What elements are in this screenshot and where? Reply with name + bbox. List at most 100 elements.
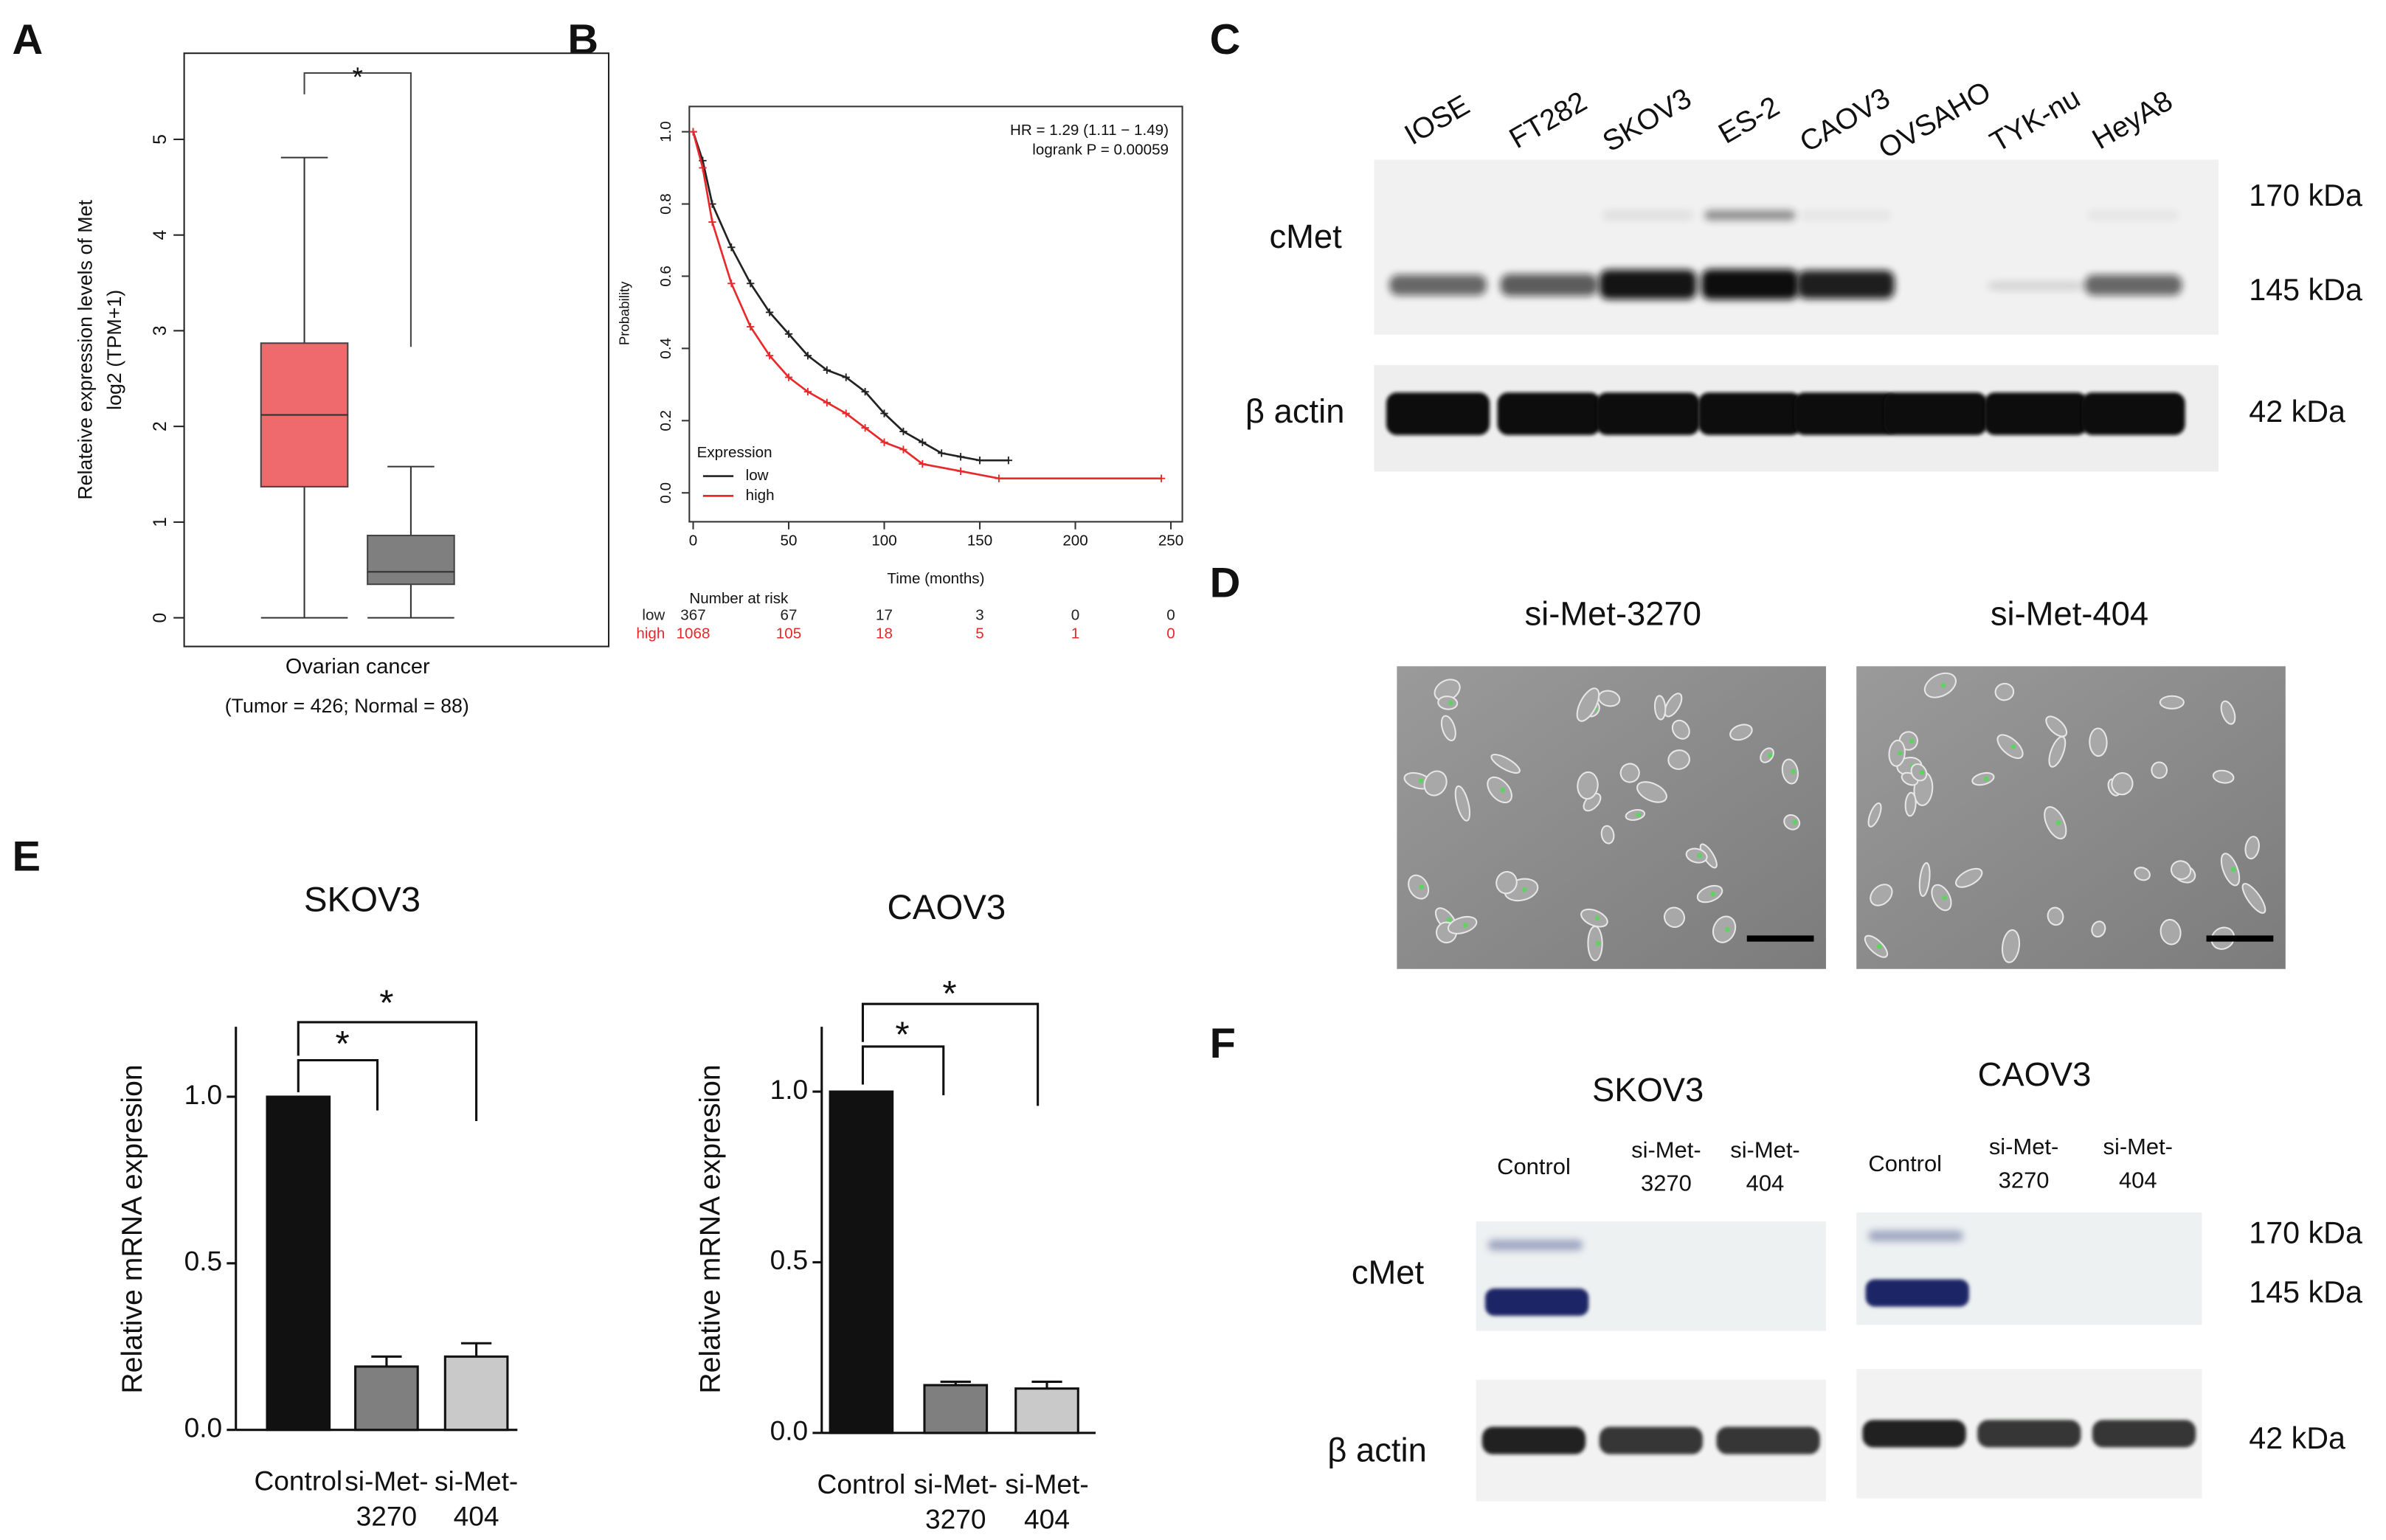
row-label: cMet xyxy=(1352,1253,1425,1291)
bar xyxy=(1014,1387,1079,1435)
censor-mark xyxy=(765,352,774,360)
fluorescent-dot xyxy=(1792,819,1798,825)
band xyxy=(1794,392,1898,435)
cell xyxy=(2151,761,2168,779)
x-tick-label: si-Met-3270 xyxy=(914,1468,997,1534)
cell xyxy=(1437,696,1459,710)
image-title: si-Met-404 xyxy=(1991,594,2148,632)
y-tick-label: 0.5 xyxy=(184,1246,223,1277)
band xyxy=(1389,274,1487,296)
x-tick-label: Control xyxy=(254,1466,342,1496)
cell xyxy=(1600,825,1615,844)
band xyxy=(1698,392,1802,435)
censor-mark xyxy=(823,366,831,374)
cell xyxy=(1712,915,1737,943)
y-tick-label: 0.0 xyxy=(770,1415,809,1446)
risk-count: 0 xyxy=(1071,607,1079,624)
lane-label: si-Met-404 xyxy=(1730,1137,1799,1196)
y-tick-label: 0.5 xyxy=(770,1244,809,1275)
censor-mark xyxy=(975,457,984,465)
significance: * xyxy=(379,982,393,1023)
band xyxy=(1984,392,2088,435)
fluorescent-dot xyxy=(1919,769,1925,775)
legend-label: high xyxy=(746,487,775,504)
cell-line-title: CAOV3 xyxy=(1978,1055,2092,1093)
cell xyxy=(1888,739,1906,767)
band xyxy=(2092,1420,2196,1448)
y-axis-label: Probability xyxy=(617,281,632,345)
error-bar xyxy=(1031,1380,1062,1389)
cell xyxy=(1619,763,1640,783)
band xyxy=(1484,1288,1589,1316)
plot-frame xyxy=(688,105,1183,523)
cell xyxy=(1454,785,1471,822)
marker-label: 145 kDa xyxy=(2249,1275,2362,1309)
risk-count: 0 xyxy=(1166,607,1175,624)
risk-count: 18 xyxy=(876,625,893,642)
cell xyxy=(2044,806,2067,840)
significance: * xyxy=(353,61,363,92)
band xyxy=(1596,392,1700,435)
y-tick-label: 1 xyxy=(151,517,170,527)
risk-count: 67 xyxy=(781,607,798,624)
censor-mark xyxy=(880,438,888,446)
cell xyxy=(1783,814,1801,830)
row-label: β actin xyxy=(1327,1432,1427,1469)
x-tick-label: 150 xyxy=(967,533,992,549)
censor-mark xyxy=(956,467,965,476)
fluorescent-dot xyxy=(1500,787,1506,793)
cell xyxy=(2045,715,2068,738)
censor-mark xyxy=(938,449,946,457)
band xyxy=(1977,1420,2081,1448)
censor-mark xyxy=(784,373,793,381)
y-tick-label: 1.0 xyxy=(770,1074,809,1105)
fluorescent-dot xyxy=(2010,743,2016,749)
risk-count: 5 xyxy=(975,625,983,642)
bar xyxy=(443,1355,509,1432)
band xyxy=(2081,392,2185,435)
band xyxy=(1865,1279,1969,1307)
y-tick-label: 0.0 xyxy=(657,482,674,504)
chart-title: CAOV3 xyxy=(887,888,1006,927)
marker-label: 170 kDa xyxy=(2249,1216,2362,1250)
blot-membrane xyxy=(1374,159,2219,335)
marker-label: 42 kDa xyxy=(2249,395,2345,429)
y-axis-label: Relative mRNA expresion xyxy=(117,1064,148,1393)
cell xyxy=(1440,715,1456,742)
lane-label: si-Met-3270 xyxy=(1989,1134,2058,1193)
x-tick-label: 250 xyxy=(1158,533,1183,549)
band xyxy=(2084,274,2182,296)
fluorescent-dot xyxy=(1419,884,1425,889)
panel-label: E xyxy=(13,833,41,881)
cell xyxy=(1671,719,1690,740)
band xyxy=(1704,209,1796,221)
band xyxy=(1799,209,1892,221)
significance: * xyxy=(895,1015,909,1055)
cell xyxy=(1577,771,1599,800)
chart-title: SKOV3 xyxy=(304,881,421,920)
risk-count: 17 xyxy=(876,607,893,624)
lane-label: Control xyxy=(1868,1151,1942,1176)
x-tick-label: 100 xyxy=(871,533,896,549)
band xyxy=(1987,281,2085,291)
x-tick-label: si-Met-404 xyxy=(435,1466,518,1531)
y-tick-label: 2 xyxy=(151,421,170,431)
band xyxy=(1716,1426,1820,1454)
marker-label: 145 kDa xyxy=(2249,273,2362,307)
image-title: si-Met-3270 xyxy=(1524,594,1701,632)
y-axis-label: log2 (TPM+1) xyxy=(103,290,125,410)
bar xyxy=(923,1384,989,1435)
blot-membrane xyxy=(1856,1212,2202,1325)
micrograph xyxy=(1856,666,2286,969)
annotation: logrank P = 0.00059 xyxy=(1032,142,1169,159)
annotation: HR = 1.29 (1.11 − 1.49) xyxy=(1010,122,1169,139)
censor-mark xyxy=(899,427,907,436)
risk-table-title: Number at risk xyxy=(689,590,789,607)
y-tick-label: 0.0 xyxy=(184,1412,223,1443)
risk-count: 3 xyxy=(975,607,983,624)
fluorescent-dot xyxy=(2055,820,2061,825)
cell-line-title: SKOV3 xyxy=(1592,1071,1704,1109)
error-bar xyxy=(371,1355,402,1367)
panel-label: D xyxy=(1210,559,1241,606)
cell xyxy=(2048,735,2067,768)
